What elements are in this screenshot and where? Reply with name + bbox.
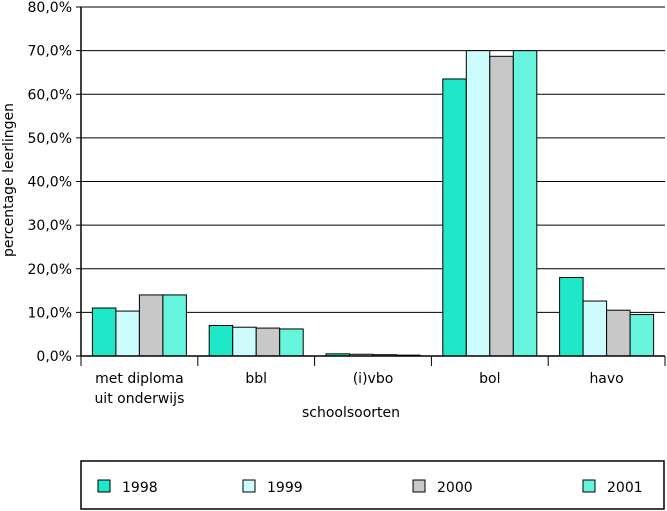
- bar-2001: [162, 294, 187, 357]
- x-category-label: havo: [589, 371, 623, 387]
- bar-2001: [512, 50, 538, 357]
- legend-swatch-2001: [582, 479, 596, 493]
- bar-1999: [465, 50, 491, 357]
- bar-1998: [442, 78, 467, 357]
- bar-2000: [255, 327, 281, 357]
- legend-swatch-2000: [412, 479, 426, 493]
- y-tick-label: 60,0%: [28, 87, 72, 103]
- gridlines: [81, 6, 665, 313]
- x-category-labels: met diploma uit onderwijs bbl (i)vbo bol havo: [94, 371, 623, 407]
- legend-label-1999: 1999: [267, 480, 303, 496]
- x-axis-label: schoolsoorten: [302, 405, 400, 421]
- bar-1999: [582, 300, 608, 357]
- y-axis-label: percentage leerlingen: [1, 103, 17, 257]
- bar-2000: [138, 294, 164, 357]
- x-category-label: bbl: [245, 371, 267, 387]
- bar-1999: [232, 326, 257, 357]
- y-tick-label: 10,0%: [28, 305, 72, 321]
- y-tick-label: 80,0%: [28, 0, 72, 16]
- bar-2000: [489, 55, 514, 357]
- y-tick-label: 30,0%: [28, 218, 72, 234]
- legend-swatch-1999: [242, 479, 256, 493]
- y-tick-label: 0,0%: [36, 349, 72, 365]
- y-tick-label: 40,0%: [28, 175, 72, 191]
- bars: [91, 50, 655, 357]
- bar-2001: [629, 314, 655, 357]
- y-tick-labels: 0,0% 10,0% 20,0% 30,0% 40,0% 50,0% 60,0% 70,0% 8…: [28, 0, 72, 365]
- y-tick-label: 50,0%: [28, 131, 72, 147]
- bar-2000: [606, 309, 631, 357]
- bar-1998: [208, 324, 234, 357]
- legend-swatch-1998: [97, 479, 111, 493]
- bar-2001: [279, 328, 304, 357]
- bar-1998: [559, 276, 584, 357]
- y-tick-label: 20,0%: [28, 262, 72, 278]
- bar-1999: [115, 310, 140, 357]
- axes: [76, 6, 666, 366]
- y-tick-label: 70,0%: [28, 44, 72, 60]
- legend-label-2001: 2001: [607, 480, 643, 496]
- x-category-label: (i)vbo: [353, 371, 394, 387]
- bar-1998: [91, 307, 117, 357]
- legend-label-1998: 1998: [122, 480, 158, 496]
- legend-box: [80, 460, 665, 510]
- x-category-label: bol: [479, 371, 500, 387]
- x-category-label: uit onderwijs: [94, 391, 184, 407]
- legend-label-2000: 2000: [437, 480, 473, 496]
- x-category-label: met diploma: [95, 371, 184, 387]
- legend: 1998 1999 2000 2001: [80, 460, 665, 510]
